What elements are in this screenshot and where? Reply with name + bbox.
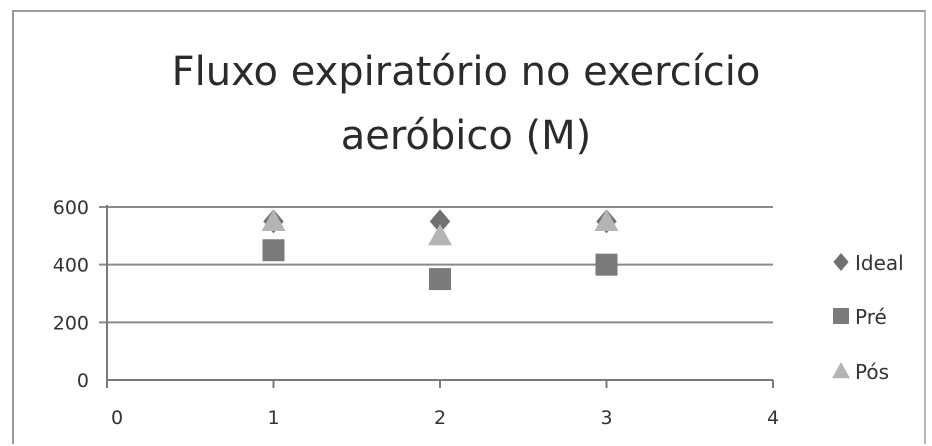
y-tick-label: 200 [53, 312, 89, 334]
chart-title: Fluxo expiratório no exercício aeróbico … [0, 40, 932, 168]
legend: Ideal Pré Pós [832, 251, 904, 384]
y-tick-label: 0 [77, 370, 89, 392]
y-tick-label: 600 [53, 197, 89, 219]
legend-label: Pré [855, 305, 887, 329]
axes [106, 205, 774, 388]
x-tick-label: 0 [111, 407, 123, 429]
point-pré [262, 239, 285, 262]
legend-marker-0 [833, 253, 849, 271]
legend-label: Pós [855, 360, 889, 384]
legend-marker-1 [833, 308, 849, 324]
point-pós [594, 209, 619, 232]
chart-title-line-2: aeróbico (M) [340, 113, 592, 159]
x-tick-label: 1 [267, 407, 279, 429]
legend-label: Ideal [855, 251, 904, 275]
x-tick-label: 2 [434, 407, 446, 429]
x-tick-label: 3 [600, 407, 612, 429]
point-ideal [429, 209, 451, 234]
legend-marker-2 [832, 362, 850, 379]
point-pré [595, 253, 618, 276]
point-pré [429, 268, 451, 291]
grid-lines [99, 206, 773, 324]
point-pós [261, 209, 286, 232]
chart-frame [12, 10, 926, 444]
data-points [261, 209, 619, 291]
tick-labels: 0 200 400 600 0 1 2 3 4 [53, 197, 779, 429]
point-pós [428, 223, 452, 246]
chart-title-line-1: Fluxo expiratório no exercício [171, 49, 761, 95]
x-tick-label: 4 [767, 407, 779, 429]
y-tick-label: 400 [53, 255, 89, 277]
